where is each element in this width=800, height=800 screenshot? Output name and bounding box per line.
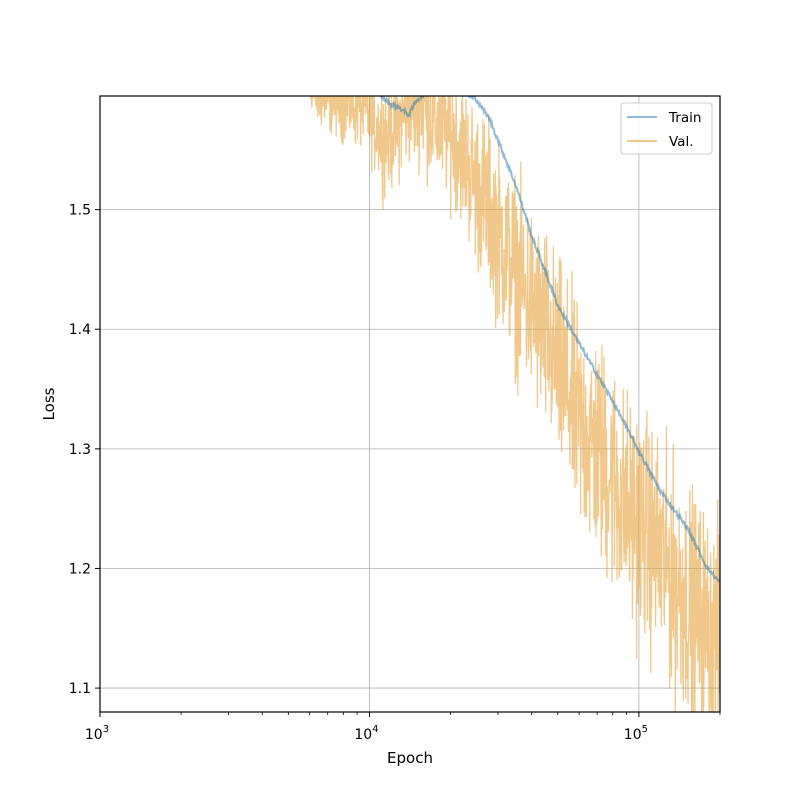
legend: Train Val.: [620, 102, 713, 155]
x-axis-label: Epoch: [387, 749, 433, 767]
series-layer: [307, 96, 720, 712]
plot-frame: [99, 95, 721, 713]
y-axis-label: Loss: [40, 387, 58, 420]
series-train-line: [379, 96, 720, 583]
legend-label: Val.: [669, 134, 694, 150]
y-tick-label: 1.5: [69, 203, 91, 219]
y-tick-label: 1.3: [69, 442, 91, 458]
series-val-line: [307, 96, 720, 712]
y-tick-label: 1.2: [69, 561, 91, 577]
y-tick-label: 1.4: [69, 322, 91, 338]
grid-lines: [100, 96, 720, 712]
legend-label: Train: [668, 110, 701, 126]
y-tick-label: 1.1: [69, 681, 91, 697]
